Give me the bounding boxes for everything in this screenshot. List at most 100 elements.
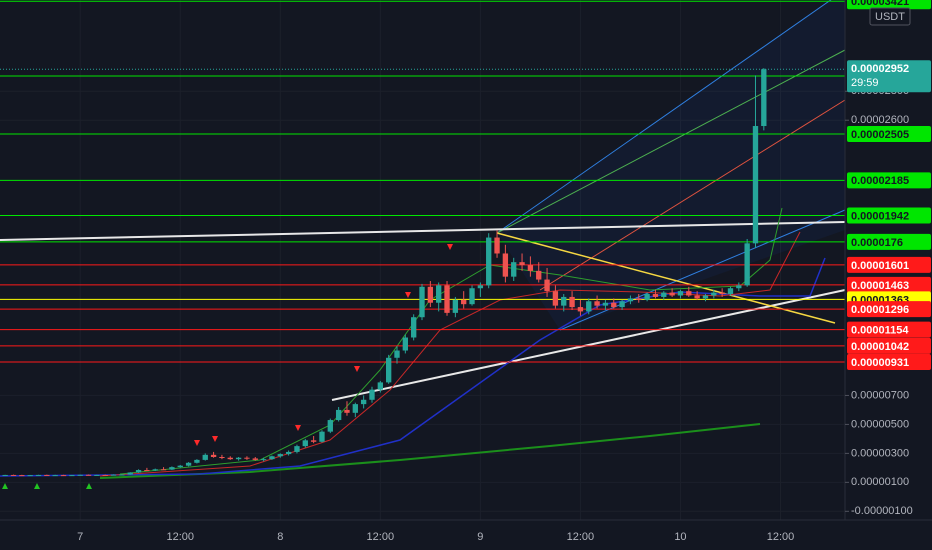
candle-body bbox=[469, 288, 475, 305]
candle-body bbox=[10, 474, 17, 476]
candle-body bbox=[252, 458, 258, 460]
candle-body bbox=[511, 262, 517, 277]
candle-body bbox=[569, 296, 575, 308]
level-label: 0.00001942 bbox=[851, 210, 909, 222]
level-badge bbox=[847, 207, 931, 224]
candle-body bbox=[652, 294, 659, 297]
level-badge bbox=[847, 337, 931, 354]
candle-body bbox=[44, 474, 50, 476]
candle-body bbox=[285, 451, 292, 455]
pitchfork-lower bbox=[559, 209, 846, 331]
candle-body bbox=[586, 301, 592, 312]
ma-red bbox=[99, 231, 801, 477]
candle-body bbox=[611, 302, 617, 308]
candle-body bbox=[94, 474, 100, 476]
candle-body bbox=[127, 472, 133, 475]
level-badge bbox=[847, 276, 931, 293]
level-label: 0.00001042 bbox=[851, 341, 909, 353]
candle-body bbox=[152, 469, 158, 471]
x-tick-label: 10 bbox=[674, 531, 686, 543]
candle-body bbox=[27, 475, 33, 477]
candle-body bbox=[636, 298, 642, 300]
candle-body bbox=[185, 462, 192, 466]
candle-body bbox=[235, 457, 242, 460]
candle-body bbox=[752, 126, 759, 244]
candle-body bbox=[661, 292, 667, 297]
candle-body bbox=[436, 285, 442, 303]
candle-body bbox=[552, 291, 559, 306]
candle-body bbox=[385, 357, 392, 383]
level-label: 0.00001463 bbox=[851, 280, 909, 292]
y-tick-label: 0.00000300 bbox=[851, 447, 909, 459]
axis-labels: -0.00000100 0.00000100 0.00000300 0.0000050… bbox=[77, 0, 931, 543]
x-tick-label: 12:00 bbox=[367, 531, 395, 543]
candle-body bbox=[419, 286, 425, 318]
candle-body bbox=[160, 469, 167, 471]
candle-body bbox=[52, 475, 58, 477]
drawings bbox=[0, 0, 846, 479]
candle-body bbox=[35, 474, 42, 476]
countdown: 29:59 bbox=[851, 77, 879, 89]
candle-body bbox=[644, 294, 650, 300]
candle-body bbox=[477, 285, 484, 289]
level-badge bbox=[847, 301, 931, 318]
level-label: 0.00003421 bbox=[851, 0, 909, 8]
y-tick-label: 0.00002600 bbox=[851, 114, 909, 126]
x-tick-label: 12:00 bbox=[166, 531, 194, 543]
candle-body bbox=[294, 446, 300, 452]
candle-body bbox=[2, 474, 8, 476]
x-tick-label: 12:00 bbox=[567, 531, 595, 543]
candle-body bbox=[244, 457, 250, 459]
level-badge bbox=[847, 256, 931, 273]
candle-body bbox=[169, 467, 175, 470]
last-price-label: 0.00002952 bbox=[851, 63, 909, 75]
level-badge bbox=[847, 0, 931, 10]
level-label: 0.00002185 bbox=[851, 175, 909, 187]
level-label: 0.00000931 bbox=[851, 357, 909, 369]
candle-body bbox=[677, 291, 684, 296]
candle-body bbox=[627, 298, 634, 302]
candle-body bbox=[577, 307, 584, 312]
candle-body bbox=[60, 475, 67, 477]
candle-body bbox=[119, 474, 125, 476]
candle-body bbox=[260, 459, 267, 461]
candle-body bbox=[335, 409, 342, 421]
x-tick-label: 9 bbox=[477, 531, 483, 543]
level-badge bbox=[847, 321, 931, 338]
ma-long bbox=[99, 423, 761, 479]
y-tick-label: 0.00000500 bbox=[851, 418, 909, 430]
y-tick-label: -0.00000100 bbox=[851, 505, 913, 517]
candle-body bbox=[310, 440, 317, 442]
candle-body bbox=[319, 431, 325, 442]
level-label: 0.00002505 bbox=[851, 129, 909, 141]
level-badge bbox=[847, 353, 931, 370]
pitchfork-upper bbox=[496, 0, 832, 234]
candle-body bbox=[344, 409, 350, 413]
candle-body bbox=[352, 404, 358, 413]
candle-body bbox=[686, 291, 692, 296]
ma-blue bbox=[0, 257, 826, 477]
candle-body bbox=[719, 292, 725, 295]
candle-body bbox=[210, 454, 217, 457]
currency-label: USDT bbox=[875, 11, 905, 23]
candle-body bbox=[219, 456, 225, 458]
x-tick-label: 8 bbox=[277, 531, 283, 543]
candle-body bbox=[85, 474, 92, 476]
candle-body bbox=[461, 299, 467, 305]
candle-body bbox=[702, 295, 709, 299]
candle-body bbox=[694, 295, 700, 299]
candle-body bbox=[102, 474, 108, 476]
candle-body bbox=[736, 285, 742, 289]
candle-body bbox=[602, 302, 609, 306]
level-badge bbox=[847, 233, 931, 250]
candle-body bbox=[669, 292, 675, 296]
candle-body bbox=[194, 459, 200, 463]
support-line bbox=[331, 289, 846, 401]
candle-body bbox=[227, 457, 233, 460]
candle-body bbox=[177, 465, 183, 468]
candle-body bbox=[369, 389, 375, 400]
candles bbox=[2, 68, 767, 477]
candle-body bbox=[402, 337, 409, 351]
y-tick-label: 0.00000700 bbox=[851, 389, 909, 401]
